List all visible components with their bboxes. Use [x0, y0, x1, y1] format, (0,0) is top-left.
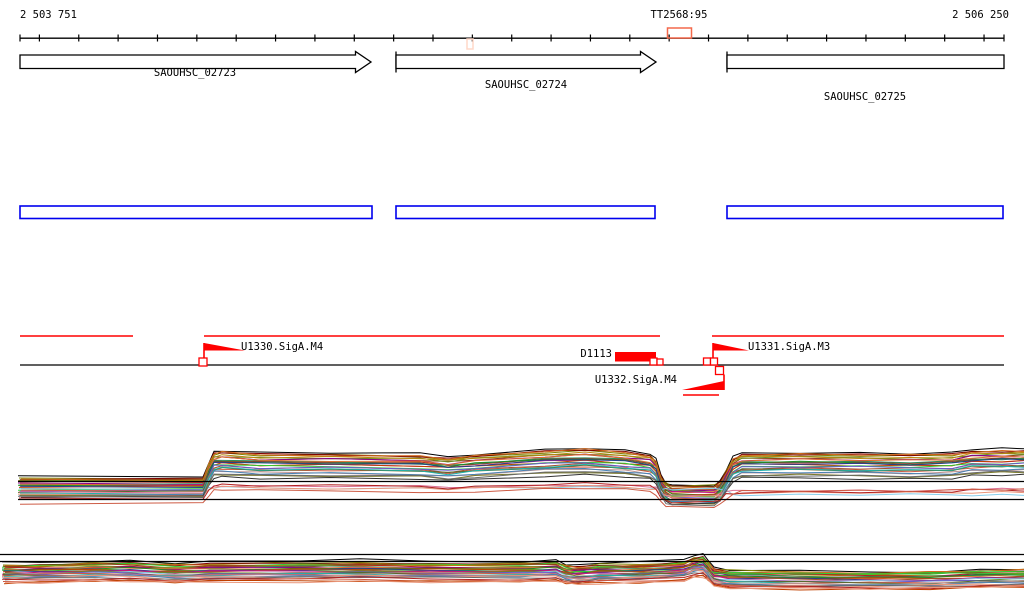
feature-anchor-square[interactable]	[709, 357, 719, 366]
transcript-box[interactable]	[395, 205, 656, 220]
promoter-label-u1330: U1330.SigA.M4	[241, 341, 324, 353]
gene-arrow-SAOUHSC_02724[interactable]	[395, 50, 658, 74]
gene-label-saouhsc-02725: SAOUHSC_02725	[823, 91, 907, 103]
transcript-box[interactable]	[726, 205, 1004, 220]
feature-label-d1113: D1113	[580, 348, 612, 360]
expression-series	[20, 448, 1024, 489]
feature-anchor-square[interactable]	[714, 365, 725, 376]
expression-track-lower[interactable]	[0, 553, 1024, 591]
transcript-box[interactable]	[19, 205, 373, 220]
expression-series	[17, 484, 1024, 498]
promoter-label-u1332: U1332.SigA.M4	[594, 374, 677, 386]
expression-series	[19, 463, 1024, 503]
gene-label-saouhsc-02723: SAOUHSC_02723	[153, 67, 237, 79]
promoter-flag-pennant[interactable]	[204, 343, 245, 351]
feature-box-d1113[interactable]	[615, 352, 656, 362]
expression-series	[3, 574, 1024, 591]
expression-series	[1, 553, 1024, 574]
expression-series	[18, 482, 1024, 504]
promoter-label-u1331: U1331.SigA.M3	[748, 341, 831, 353]
expression-series	[17, 447, 1024, 487]
expression-series	[19, 458, 1024, 497]
expression-track-upper[interactable]	[17, 447, 1024, 509]
coordinate-ruler	[19, 27, 1005, 50]
expression-series	[19, 451, 1024, 492]
terminator-marker-label: TT2568:95	[650, 9, 708, 21]
gene-arrow-SAOUHSC_02725[interactable]	[726, 54, 1005, 70]
region-start-coordinate: 2 503 751	[20, 9, 77, 21]
gene-track	[19, 50, 1005, 74]
expression-series	[4, 576, 1024, 590]
faint-position-marker[interactable]	[466, 38, 474, 50]
transcript-track	[19, 205, 1004, 220]
expression-series	[17, 470, 1024, 507]
expression-series	[19, 487, 1024, 509]
promoter-flag-pennant[interactable]	[713, 343, 749, 351]
expression-series	[2, 574, 1024, 590]
feature-anchor-square[interactable]	[649, 357, 658, 366]
feature-anchor-square[interactable]	[656, 358, 664, 366]
terminator-marker-box[interactable]	[666, 27, 693, 39]
promoter-flag-pennant-reverse[interactable]	[682, 381, 724, 390]
gene-label-saouhsc-02724: SAOUHSC_02724	[484, 79, 568, 91]
feature-anchor-square[interactable]	[702, 357, 712, 366]
regulatory-feature-track	[20, 335, 1004, 396]
gene-arrow-SAOUHSC_02723[interactable]	[19, 50, 373, 74]
feature-anchor-square[interactable]	[198, 357, 208, 367]
region-end-coordinate: 2 506 250	[952, 9, 1009, 21]
expression-series	[18, 467, 1024, 504]
